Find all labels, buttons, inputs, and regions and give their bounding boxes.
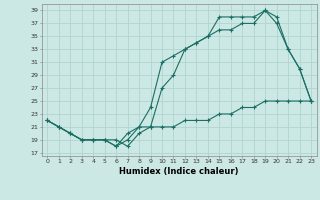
X-axis label: Humidex (Indice chaleur): Humidex (Indice chaleur) [119, 167, 239, 176]
